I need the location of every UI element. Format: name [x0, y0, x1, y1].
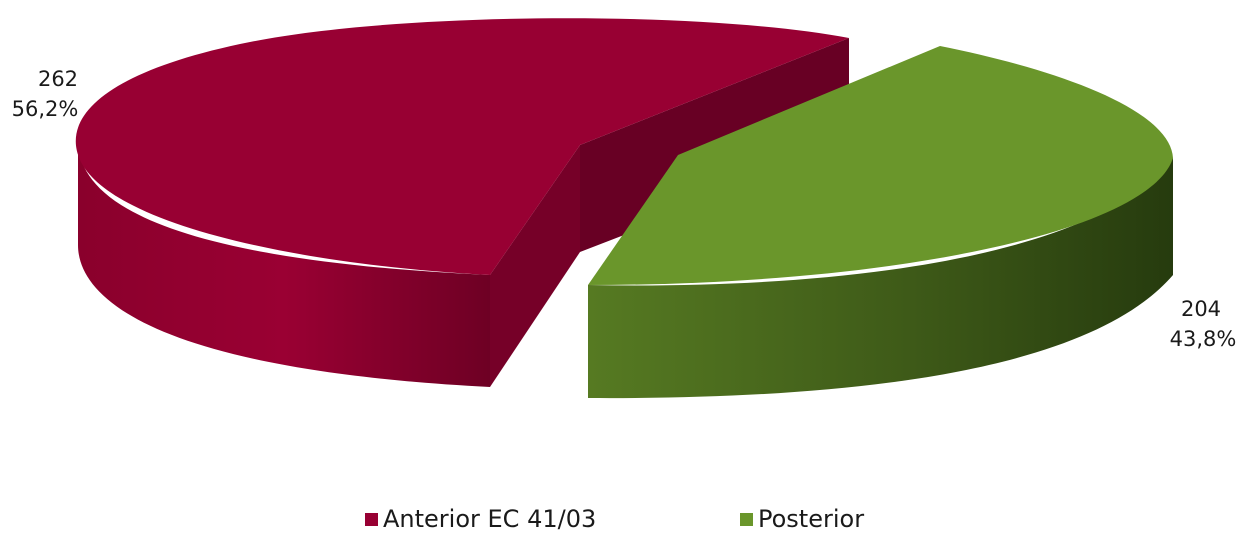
slice-anterior: [75, 18, 850, 387]
legend: Anterior EC 41/03 Posterior: [0, 505, 1242, 535]
legend-label-posterior: Posterior: [758, 505, 865, 533]
data-label-anterior-percent: 56,2%: [12, 97, 79, 121]
slice-posterior-side: [588, 158, 1173, 399]
legend-label-anterior: Anterior EC 41/03: [383, 505, 597, 533]
slice-anterior-top: [75, 18, 850, 276]
slice-anterior-side: [78, 140, 490, 387]
slice-posterior-top: [588, 46, 1173, 285]
slice-anterior-front-face: [490, 145, 580, 387]
legend-item-anterior: Anterior EC 41/03: [365, 505, 596, 533]
data-label-posterior-value: 204: [1181, 297, 1221, 321]
data-label-posterior-percent: 43,8%: [1170, 327, 1237, 351]
legend-swatch-posterior: [740, 512, 753, 526]
legend-item-posterior: Posterior: [740, 505, 864, 533]
data-label-anterior-value: 262: [38, 67, 78, 91]
slice-posterior: [588, 46, 1173, 399]
legend-swatch-anterior: [365, 512, 378, 526]
